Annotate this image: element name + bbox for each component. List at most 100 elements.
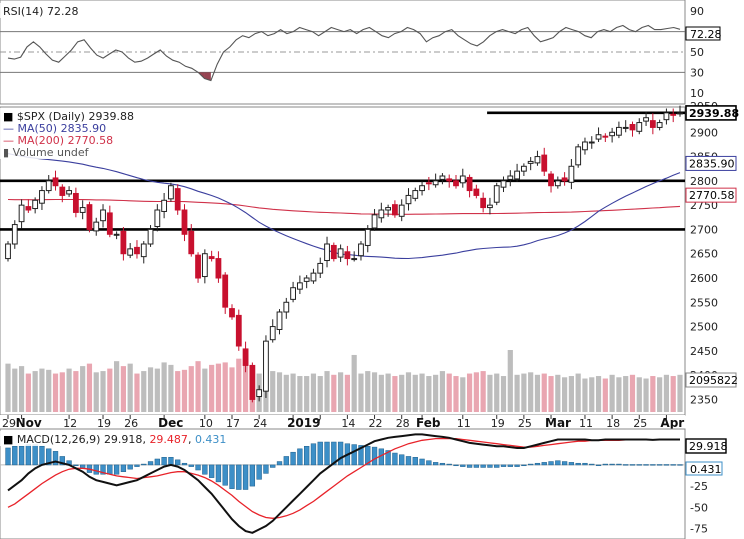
candle-body: [507, 175, 514, 180]
volume-bar: [385, 373, 391, 412]
candle-body: [588, 141, 595, 144]
volume-bar: [93, 372, 99, 412]
candle-body: [643, 117, 649, 122]
volume-bar: [304, 376, 310, 412]
ma200-line: [7, 198, 681, 215]
candle-body: [629, 124, 636, 131]
volume-bar: [419, 373, 425, 412]
volume-bar: [582, 378, 588, 412]
candle-body: [622, 126, 629, 129]
date-tick-label: 18: [606, 417, 620, 430]
candle-body: [222, 274, 229, 308]
macd-histogram-bar: [256, 464, 262, 480]
ma50-value-tag-text: 2835.90: [689, 157, 735, 170]
macd-histogram-bar: [385, 450, 391, 466]
volume-bar: [412, 374, 418, 412]
macd-histogram-bar: [222, 464, 228, 486]
macd-histogram-bar: [656, 464, 663, 466]
macd-histogram-bar: [120, 464, 127, 472]
macd-histogram-bar: [365, 446, 371, 466]
macd-histogram-bar: [629, 464, 636, 466]
volume-bar: [541, 373, 547, 412]
last-price-tag: [685, 105, 737, 121]
candle-body: [412, 190, 419, 199]
macd-histogram-bar: [548, 461, 554, 466]
volume-bar: [453, 376, 459, 412]
volume-value-tag: [685, 372, 737, 388]
candle-body: [263, 340, 269, 392]
candle-body: [18, 204, 25, 223]
candle-body: [670, 113, 677, 116]
date-tick-label: 25: [518, 417, 532, 430]
candle-body: [161, 199, 168, 212]
volume-bar: [141, 371, 147, 412]
volume-bar: [127, 363, 133, 412]
macd-histogram-bar: [242, 464, 249, 490]
volume-bar: [433, 374, 439, 412]
macd-histogram-bar: [405, 456, 412, 466]
date-tick-label: Nov: [16, 416, 42, 430]
candle-body: [541, 154, 548, 172]
macd-histogram-bar: [331, 441, 337, 466]
candle-body: [140, 243, 147, 258]
macd-histogram-bar: [324, 441, 330, 466]
volume-bar: [161, 362, 167, 412]
rsi-legend: RSI(14) 72.28: [3, 5, 78, 18]
macd-tick-label: -50: [690, 501, 708, 514]
rsi-tick-label: 30: [690, 66, 704, 79]
volume-bar: [528, 372, 534, 412]
candle-body: [520, 165, 527, 172]
candle-body: [100, 209, 106, 222]
volume-bar: [66, 368, 72, 412]
candle-body: [439, 175, 446, 180]
macd-histogram-bar: [202, 464, 208, 475]
price-tick-label: 2650: [690, 248, 718, 261]
macd-histogram-bar: [500, 464, 507, 467]
macd-tick-label: -25: [690, 480, 708, 493]
macd-histogram-bar: [446, 463, 452, 466]
candle-body: [609, 131, 616, 137]
macd-histogram-bar: [392, 452, 398, 466]
candle-body: [154, 209, 161, 228]
macd-tick-label: -75: [690, 523, 708, 536]
candle-body: [446, 178, 453, 182]
candle-body: [575, 146, 582, 166]
macd-histogram-bar: [310, 443, 317, 466]
candle-body: [561, 177, 568, 182]
macd-histogram-bar: [161, 457, 167, 466]
volume-bar: [405, 372, 412, 412]
macd-histogram-bar: [93, 464, 99, 475]
macd-histogram-bar: [616, 463, 622, 466]
candle-body: [168, 185, 174, 200]
candle-body: [351, 258, 358, 261]
volume-bar: [670, 376, 676, 412]
macd-histogram-bar: [32, 444, 38, 466]
macd-histogram-bar: [297, 448, 303, 466]
volume-bar: [222, 362, 228, 412]
volume-bar: [555, 374, 561, 412]
macd-histogram-bar: [636, 464, 642, 466]
candle-body: [127, 248, 134, 256]
volume-bar: [324, 371, 330, 412]
candle-body: [229, 308, 235, 318]
volume-bar: [399, 374, 405, 412]
rsi-value-tag-text: 72.28: [690, 28, 722, 41]
volume-bar: [392, 376, 398, 412]
candle-body: [358, 243, 364, 257]
macd-histogram-bar: [670, 464, 676, 466]
candle-body: [534, 156, 541, 164]
macd-histogram-bar: [358, 445, 364, 466]
volume-bar: [623, 376, 629, 412]
volume-bar: [195, 361, 201, 412]
macd-histogram-bar: [677, 464, 683, 466]
macd-histogram-bar: [507, 464, 513, 467]
candle-body: [5, 243, 11, 260]
macd-value-tag-text: 29.918: [689, 440, 728, 453]
price-tick-label: 2900: [690, 126, 718, 139]
volume-bar: [609, 374, 615, 412]
volume-bar: [114, 361, 120, 412]
candle-body: [86, 204, 93, 230]
candle-body: [500, 180, 507, 188]
candle-body: [59, 186, 66, 196]
candle-body: [32, 199, 39, 210]
